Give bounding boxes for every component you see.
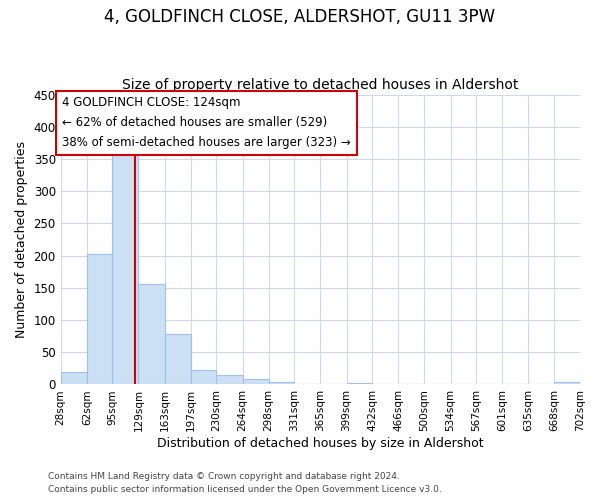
Title: Size of property relative to detached houses in Aldershot: Size of property relative to detached ho… xyxy=(122,78,518,92)
Text: 4 GOLDFINCH CLOSE: 124sqm
← 62% of detached houses are smaller (529)
38% of semi: 4 GOLDFINCH CLOSE: 124sqm ← 62% of detac… xyxy=(62,96,351,150)
Bar xyxy=(61,372,87,384)
Bar xyxy=(139,284,164,384)
Y-axis label: Number of detached properties: Number of detached properties xyxy=(15,141,28,338)
Text: Contains HM Land Registry data © Crown copyright and database right 2024.
Contai: Contains HM Land Registry data © Crown c… xyxy=(48,472,442,494)
Text: 4, GOLDFINCH CLOSE, ALDERSHOT, GU11 3PW: 4, GOLDFINCH CLOSE, ALDERSHOT, GU11 3PW xyxy=(104,8,496,26)
Bar xyxy=(87,254,112,384)
Bar xyxy=(191,370,217,384)
Bar xyxy=(217,375,242,384)
Bar xyxy=(112,148,139,384)
Bar xyxy=(347,382,372,384)
Bar xyxy=(242,380,269,384)
Bar xyxy=(269,382,294,384)
Bar xyxy=(164,334,191,384)
X-axis label: Distribution of detached houses by size in Aldershot: Distribution of detached houses by size … xyxy=(157,437,484,450)
Bar xyxy=(554,382,580,384)
